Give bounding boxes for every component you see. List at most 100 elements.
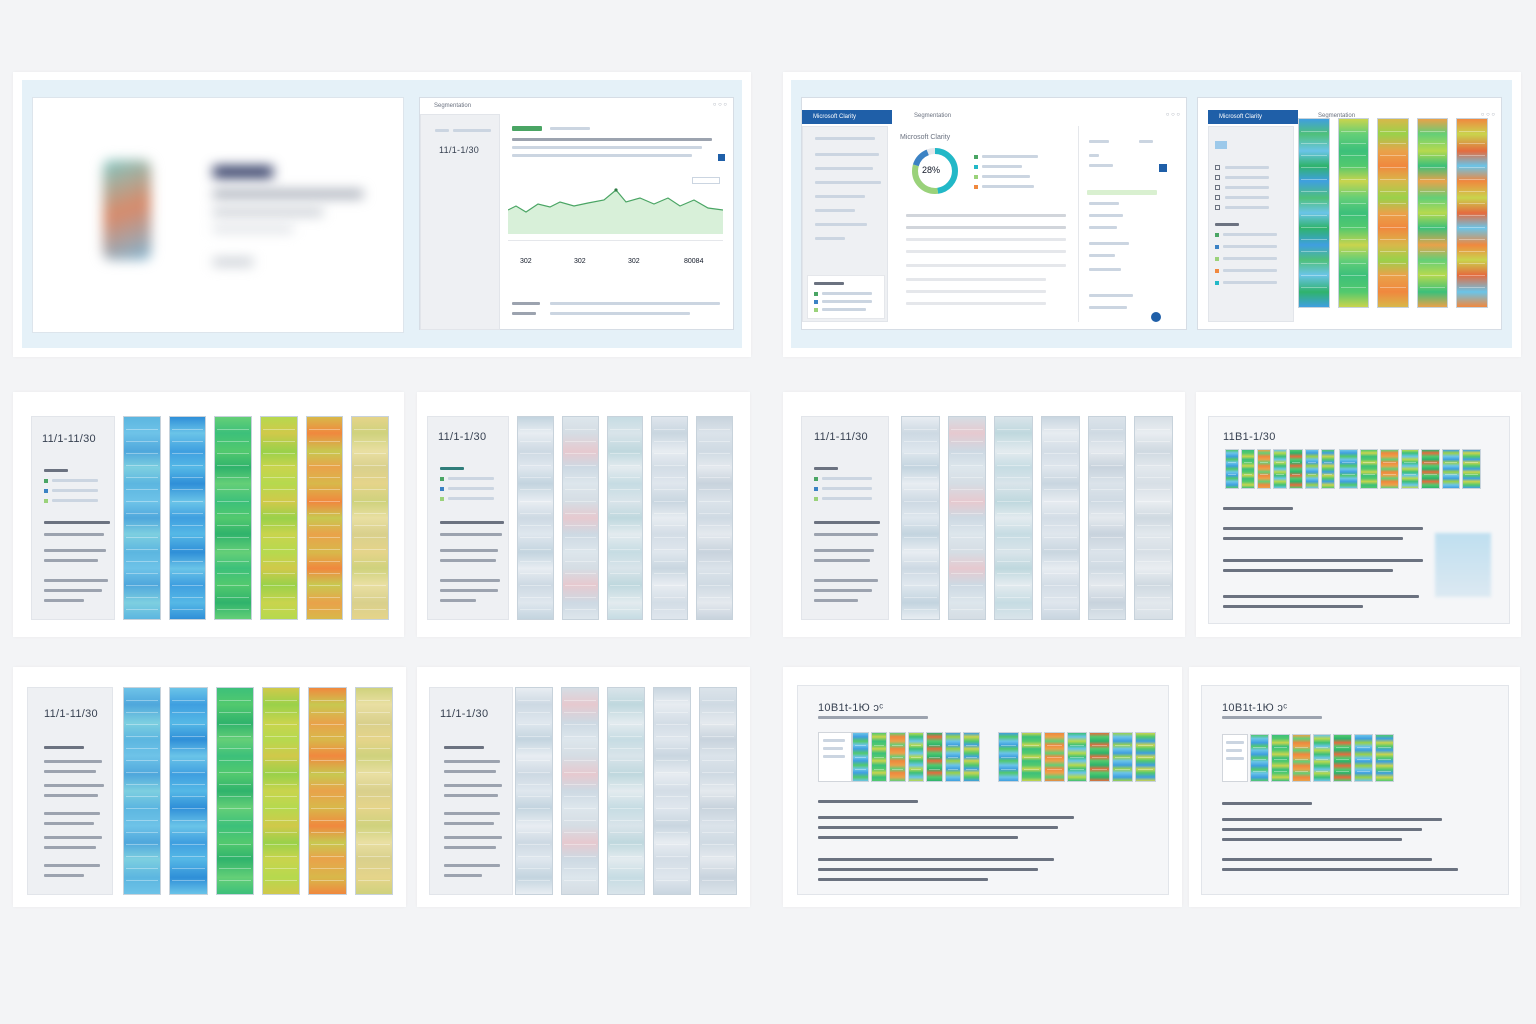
legend-swatch — [974, 155, 978, 159]
segment-checkbox[interactable] — [1215, 175, 1220, 180]
strip-row — [126, 796, 159, 797]
text-line — [1223, 537, 1403, 540]
strip-row — [218, 784, 251, 785]
table-row[interactable] — [906, 238, 1066, 241]
tile-scroll-2[interactable]: 11/1-11/30 — [783, 392, 1185, 637]
strip-row — [610, 772, 642, 773]
table-row[interactable] — [906, 302, 1046, 305]
strip-row — [126, 573, 158, 574]
table-row[interactable] — [906, 226, 1066, 229]
tile-summary-1[interactable]: 11B1-1/30 — [1196, 392, 1521, 637]
tile-heatmap-1[interactable]: 11/1-11/30 — [13, 392, 404, 637]
table-row[interactable] — [906, 214, 1066, 217]
window-controls[interactable]: ○ ○ ○ — [1480, 112, 1495, 118]
nav-item[interactable] — [815, 223, 867, 226]
text-line — [818, 868, 1038, 871]
strip-row — [1069, 745, 1085, 746]
date-dropdown[interactable] — [692, 177, 720, 184]
segment-checkbox[interactable] — [1215, 185, 1220, 190]
tile-date-range[interactable]: 11/1-11/30 — [42, 433, 96, 445]
strip-row — [265, 808, 298, 809]
strip-row — [610, 856, 642, 857]
strip-row — [609, 549, 641, 550]
tile-date-range[interactable]: 11/1-11/30 — [44, 708, 98, 720]
table-row[interactable] — [906, 250, 1066, 253]
strip-row — [1403, 474, 1417, 475]
segment-checkbox[interactable] — [1215, 195, 1220, 200]
segment-sidebar — [1208, 126, 1294, 322]
tile-date-range[interactable]: 11/1-1/30 — [440, 708, 489, 720]
list-item[interactable] — [1089, 164, 1113, 167]
brand-header[interactable]: Microsoft Clarity — [802, 110, 892, 124]
fab-button[interactable] — [1151, 312, 1161, 322]
text-line — [512, 312, 536, 315]
strip-row — [171, 609, 204, 610]
tile-scroll-3[interactable]: 11/1-1/30 — [417, 667, 750, 907]
brand-header[interactable]: Microsoft Clarity — [1208, 110, 1298, 124]
strip-row — [1090, 429, 1124, 430]
strip-row — [1380, 131, 1406, 132]
window-controls[interactable]: ○ ○ ○ — [1165, 112, 1180, 118]
strip-row — [1419, 263, 1446, 264]
strip-row — [904, 609, 937, 610]
strip-row — [518, 820, 550, 821]
list-item[interactable] — [1089, 214, 1123, 217]
tile-date-range[interactable]: 10B1t-1Ю ᴐᶜ — [1222, 702, 1288, 714]
segment-button[interactable] — [1215, 141, 1227, 149]
strip-row — [699, 513, 730, 514]
nav-item[interactable] — [815, 167, 873, 170]
strip-row — [609, 441, 641, 442]
strip-row — [1340, 131, 1367, 132]
strip-row — [265, 748, 298, 749]
strip-row — [172, 748, 205, 749]
tile-date-range[interactable]: 11/1-11/30 — [814, 431, 868, 443]
nav-item[interactable] — [815, 137, 875, 140]
tile-sidebar: 11/1-11/30 — [31, 416, 115, 620]
blue-flag[interactable] — [1159, 164, 1167, 172]
strip-row — [308, 429, 341, 430]
list-item[interactable] — [1139, 140, 1153, 143]
tile-summary-3[interactable]: 10B1t-1Ю ᴐᶜ — [1189, 667, 1520, 907]
tile-heatmap-2[interactable]: 11/1-11/30 — [13, 667, 406, 907]
strip-row — [311, 808, 344, 809]
text-line — [823, 755, 845, 758]
list-item[interactable] — [1089, 202, 1119, 205]
strip-row — [171, 585, 204, 586]
nav-item[interactable] — [815, 209, 855, 212]
segment-checkbox[interactable] — [1215, 205, 1220, 210]
tile-scroll-1[interactable]: 11/1-1/30 — [417, 392, 750, 637]
strip-row — [656, 880, 688, 881]
date-range[interactable]: 11/1-1/30 — [439, 145, 480, 155]
nav-item[interactable] — [815, 237, 845, 240]
tile-date-range[interactable]: 11B1-1/30 — [1223, 431, 1276, 443]
nav-item[interactable] — [815, 195, 865, 198]
list-item[interactable] — [1089, 294, 1133, 297]
table-row[interactable] — [906, 290, 1046, 293]
nav-item[interactable] — [815, 181, 881, 184]
table-row[interactable] — [906, 278, 1046, 281]
highlight-row[interactable] — [1087, 190, 1157, 195]
segment-checkbox[interactable] — [1215, 165, 1220, 170]
expand-button[interactable] — [718, 154, 725, 161]
strip-row — [172, 856, 205, 857]
strip-row — [564, 537, 596, 538]
strip-row — [997, 537, 1030, 538]
nav-item[interactable] — [815, 153, 879, 156]
table-row[interactable] — [906, 264, 1066, 267]
list-item[interactable] — [1089, 226, 1117, 229]
list-item[interactable] — [1089, 254, 1115, 257]
list-item[interactable] — [1089, 306, 1127, 309]
window-controls[interactable]: ○ ○ ○ — [712, 102, 727, 108]
tile-date-range[interactable]: 11/1-1/30 — [438, 431, 487, 443]
text-line — [1222, 828, 1422, 831]
legend-swatch — [1215, 269, 1219, 273]
strip-row — [357, 736, 390, 737]
tile-summary-2[interactable]: 10B1t-1Ю ᴐᶜ — [783, 667, 1182, 907]
tile-date-range[interactable]: 10B1t-1Ю ᴐᶜ — [818, 702, 884, 714]
list-item[interactable] — [1089, 154, 1099, 157]
list-item[interactable] — [1089, 242, 1129, 245]
strip-row — [354, 489, 386, 490]
strip-row — [311, 700, 344, 701]
list-item[interactable] — [1089, 140, 1109, 143]
list-item[interactable] — [1089, 268, 1121, 271]
